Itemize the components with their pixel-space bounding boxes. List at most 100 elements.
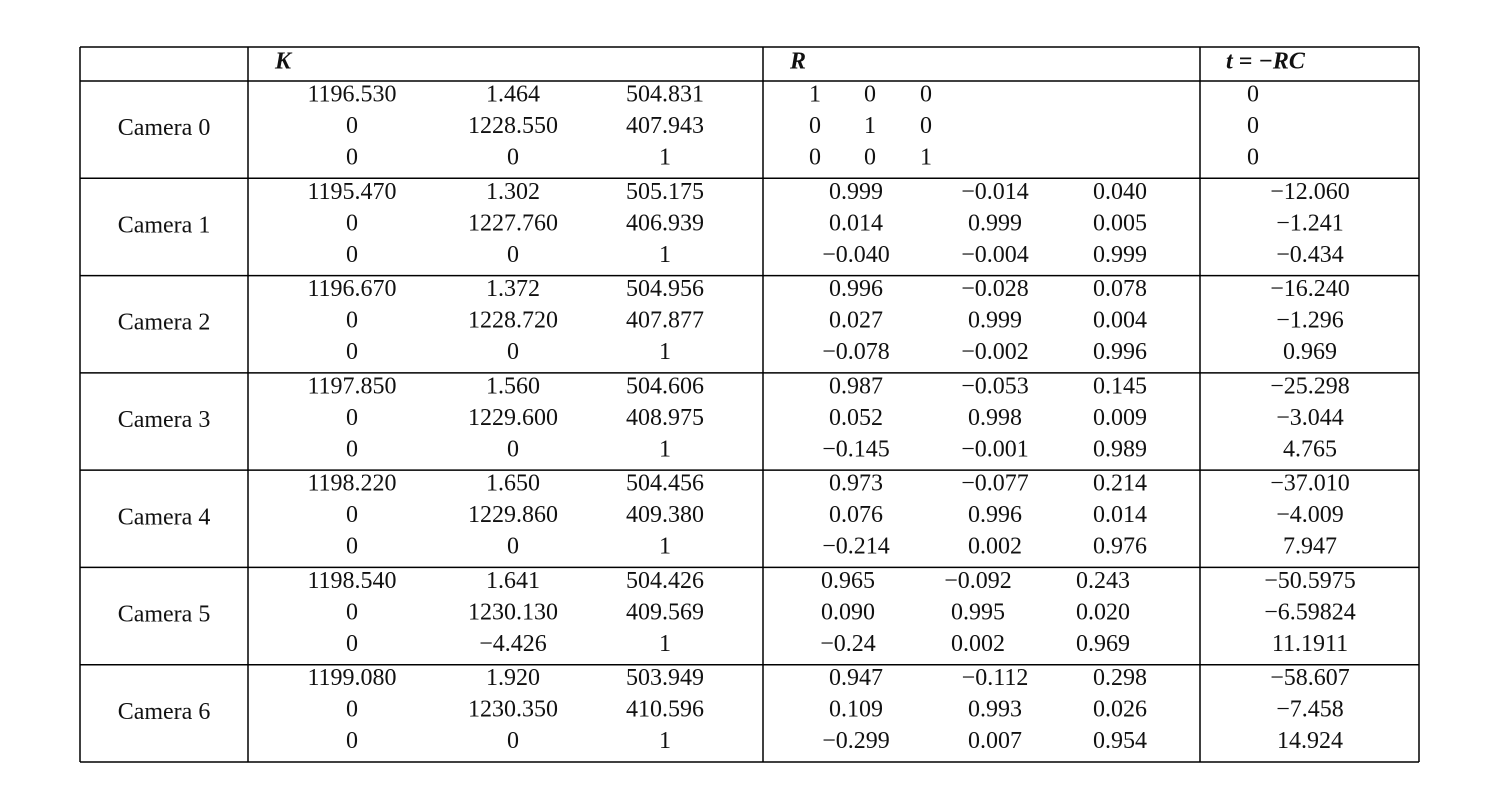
k-cell: 1228.720: [468, 308, 558, 334]
k-cell: 1196.530: [307, 82, 396, 108]
k-cell: 1198.540: [307, 568, 396, 594]
camera-name: Camera 4: [118, 504, 211, 530]
k-cell: 504.831: [626, 82, 704, 108]
r-cell: 0.005: [1093, 210, 1147, 236]
k-cell: 1: [659, 631, 671, 657]
k-cell: 1229.860: [468, 502, 558, 528]
t-cell: −25.298: [1270, 373, 1350, 399]
r-cell: 0.027: [829, 308, 883, 334]
k-cell: 0: [346, 599, 358, 625]
t-cell: −3.044: [1276, 405, 1344, 431]
r-cell: −0.112: [962, 665, 1029, 691]
k-cell: 1.464: [486, 82, 540, 108]
t-cell: −6.59824: [1264, 599, 1356, 625]
t-cell: −4.009: [1276, 502, 1344, 528]
k-cell: 0: [346, 697, 358, 723]
k-cell: 1: [659, 145, 671, 171]
r-cell: 0.009: [1093, 405, 1147, 431]
k-cell: 0: [346, 308, 358, 334]
t-cell: −1.296: [1276, 308, 1344, 334]
r-cell: −0.145: [822, 436, 890, 462]
t-cell: −1.241: [1276, 210, 1344, 236]
k-cell: 1: [659, 534, 671, 560]
r-cell: 0.026: [1093, 697, 1147, 723]
r-cell: 0.109: [829, 697, 883, 723]
r-cell: 0.999: [1093, 242, 1147, 268]
r-cell: 0.145: [1093, 373, 1147, 399]
k-cell: 1229.600: [468, 405, 558, 431]
r-cell: 0.976: [1093, 534, 1147, 560]
r-cell: 0: [864, 145, 876, 171]
k-cell: 0: [507, 242, 519, 268]
k-cell: 504.456: [626, 471, 704, 497]
r-cell: 0.973: [829, 471, 883, 497]
k-cell: 1228.550: [468, 113, 558, 139]
k-cell: −4.426: [479, 631, 547, 657]
k-cell: 1.372: [486, 276, 540, 302]
k-cell: 1.560: [486, 373, 540, 399]
camera-name: Camera 3: [118, 407, 211, 433]
r-cell: 0.993: [968, 697, 1022, 723]
r-cell: 0.969: [1076, 631, 1130, 657]
k-cell: 407.877: [626, 308, 704, 334]
t-cell: −7.458: [1276, 697, 1344, 723]
t-cell: −58.607: [1270, 665, 1350, 691]
r-cell: −0.078: [822, 339, 890, 365]
r-cell: 0.995: [951, 599, 1005, 625]
r-cell: 0.002: [951, 631, 1005, 657]
t-cell: 0: [1247, 82, 1259, 108]
r-cell: −0.299: [822, 728, 890, 754]
k-cell: 407.943: [626, 113, 704, 139]
k-cell: 504.956: [626, 276, 704, 302]
k-cell: 1: [659, 728, 671, 754]
r-cell: 0.999: [968, 210, 1022, 236]
r-cell: 0.040: [1093, 179, 1147, 205]
k-cell: 0: [346, 145, 358, 171]
k-cell: 1230.130: [468, 599, 558, 625]
r-cell: 0: [920, 113, 932, 139]
r-cell: −0.028: [961, 276, 1029, 302]
r-cell: 0.999: [829, 179, 883, 205]
k-cell: 1230.350: [468, 697, 558, 723]
k-cell: 0: [507, 728, 519, 754]
t-cell: 14.924: [1277, 728, 1343, 754]
camera-name: Camera 5: [118, 602, 211, 628]
header-cell: t = −RC: [1226, 49, 1306, 75]
k-cell: 0: [346, 405, 358, 431]
k-cell: 0: [346, 113, 358, 139]
k-cell: 0: [346, 631, 358, 657]
k-cell: 410.596: [626, 697, 704, 723]
k-cell: 0: [346, 210, 358, 236]
k-cell: 505.175: [626, 179, 704, 205]
t-cell: 0.969: [1283, 339, 1337, 365]
r-cell: 1: [809, 82, 821, 108]
k-cell: 0: [346, 502, 358, 528]
k-cell: 409.380: [626, 502, 704, 528]
k-cell: 0: [507, 436, 519, 462]
r-cell: −0.004: [961, 242, 1029, 268]
r-cell: 0.996: [1093, 339, 1147, 365]
t-cell: 0: [1247, 113, 1259, 139]
r-cell: 0.996: [968, 502, 1022, 528]
r-cell: 0.014: [1093, 502, 1147, 528]
r-cell: −0.040: [822, 242, 890, 268]
k-cell: 1195.470: [307, 179, 396, 205]
k-cell: 503.949: [626, 665, 704, 691]
t-cell: −0.434: [1276, 242, 1344, 268]
r-cell: 0.007: [968, 728, 1022, 754]
r-cell: 0.090: [821, 599, 875, 625]
r-cell: 0.954: [1093, 728, 1147, 754]
r-cell: −0.092: [944, 568, 1012, 594]
k-cell: 1199.080: [307, 665, 396, 691]
k-cell: 1.650: [486, 471, 540, 497]
r-cell: 0.004: [1093, 308, 1147, 334]
r-cell: 0.052: [829, 405, 883, 431]
k-cell: 1.641: [486, 568, 540, 594]
k-cell: 0: [507, 534, 519, 560]
r-cell: 0.999: [968, 308, 1022, 334]
r-cell: 0.078: [1093, 276, 1147, 302]
camera-name: Camera 6: [118, 699, 211, 725]
r-cell: −0.002: [961, 339, 1029, 365]
header-cell: R: [789, 49, 806, 75]
r-cell: 0.998: [968, 405, 1022, 431]
